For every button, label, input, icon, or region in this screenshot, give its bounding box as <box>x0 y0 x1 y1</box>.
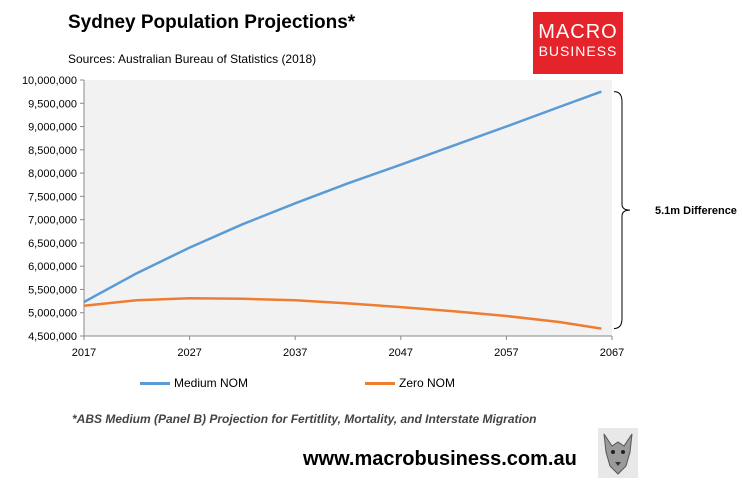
y-tick-label: 6,500,000 <box>28 238 77 250</box>
chart-title: Sydney Population Projections* <box>68 12 356 33</box>
website-url[interactable]: www.macrobusiness.com.au <box>303 448 577 470</box>
y-tick-label: 5,000,000 <box>28 308 77 320</box>
macrobusiness-logo: MACRO BUSINESS <box>533 12 623 74</box>
plot-area <box>84 80 612 336</box>
y-tick-label: 4,500,000 <box>28 331 77 343</box>
y-tick-label: 6,000,000 <box>28 261 77 273</box>
y-tick-label: 10,000,000 <box>22 75 77 87</box>
x-tick-label: 2067 <box>600 347 624 359</box>
y-tick-label: 8,500,000 <box>28 145 77 157</box>
y-tick-label: 8,000,000 <box>28 168 77 180</box>
difference-annotation: 5.1m Difference <box>655 205 737 217</box>
legend-swatch-zero <box>365 381 395 385</box>
y-tick-label: 9,500,000 <box>28 98 77 110</box>
logo-line2: BUSINESS <box>538 43 618 59</box>
x-tick-label: 2017 <box>72 347 96 359</box>
legend-label-zero: Zero NOM <box>399 376 456 390</box>
x-tick-label: 2037 <box>283 347 307 359</box>
footnote: *ABS Medium (Panel B) Projection for Fer… <box>72 412 537 426</box>
legend-label-medium: Medium NOM <box>174 376 249 390</box>
logo-line1: MACRO <box>538 21 618 43</box>
series-line-medium-nom <box>83 90 602 304</box>
y-tick-label: 9,000,000 <box>28 122 77 134</box>
difference-brace <box>613 91 631 330</box>
x-tick-label: 2057 <box>494 347 518 359</box>
x-tick-label: 2027 <box>177 347 201 359</box>
y-tick-label: 7,500,000 <box>28 191 77 203</box>
legend-medium-nom: Medium NOM <box>140 376 248 390</box>
source-note: Sources: Australian Bureau of Statistics… <box>68 52 317 66</box>
series-line-zero-nom <box>83 297 602 330</box>
wolf-mascot-icon <box>598 428 638 478</box>
x-tick-label: 2047 <box>389 347 413 359</box>
legend-zero-nom: Zero NOM <box>365 376 455 390</box>
y-tick-label: 5,500,000 <box>28 284 77 296</box>
y-tick-label: 7,000,000 <box>28 215 77 227</box>
legend-swatch-medium <box>140 381 170 385</box>
